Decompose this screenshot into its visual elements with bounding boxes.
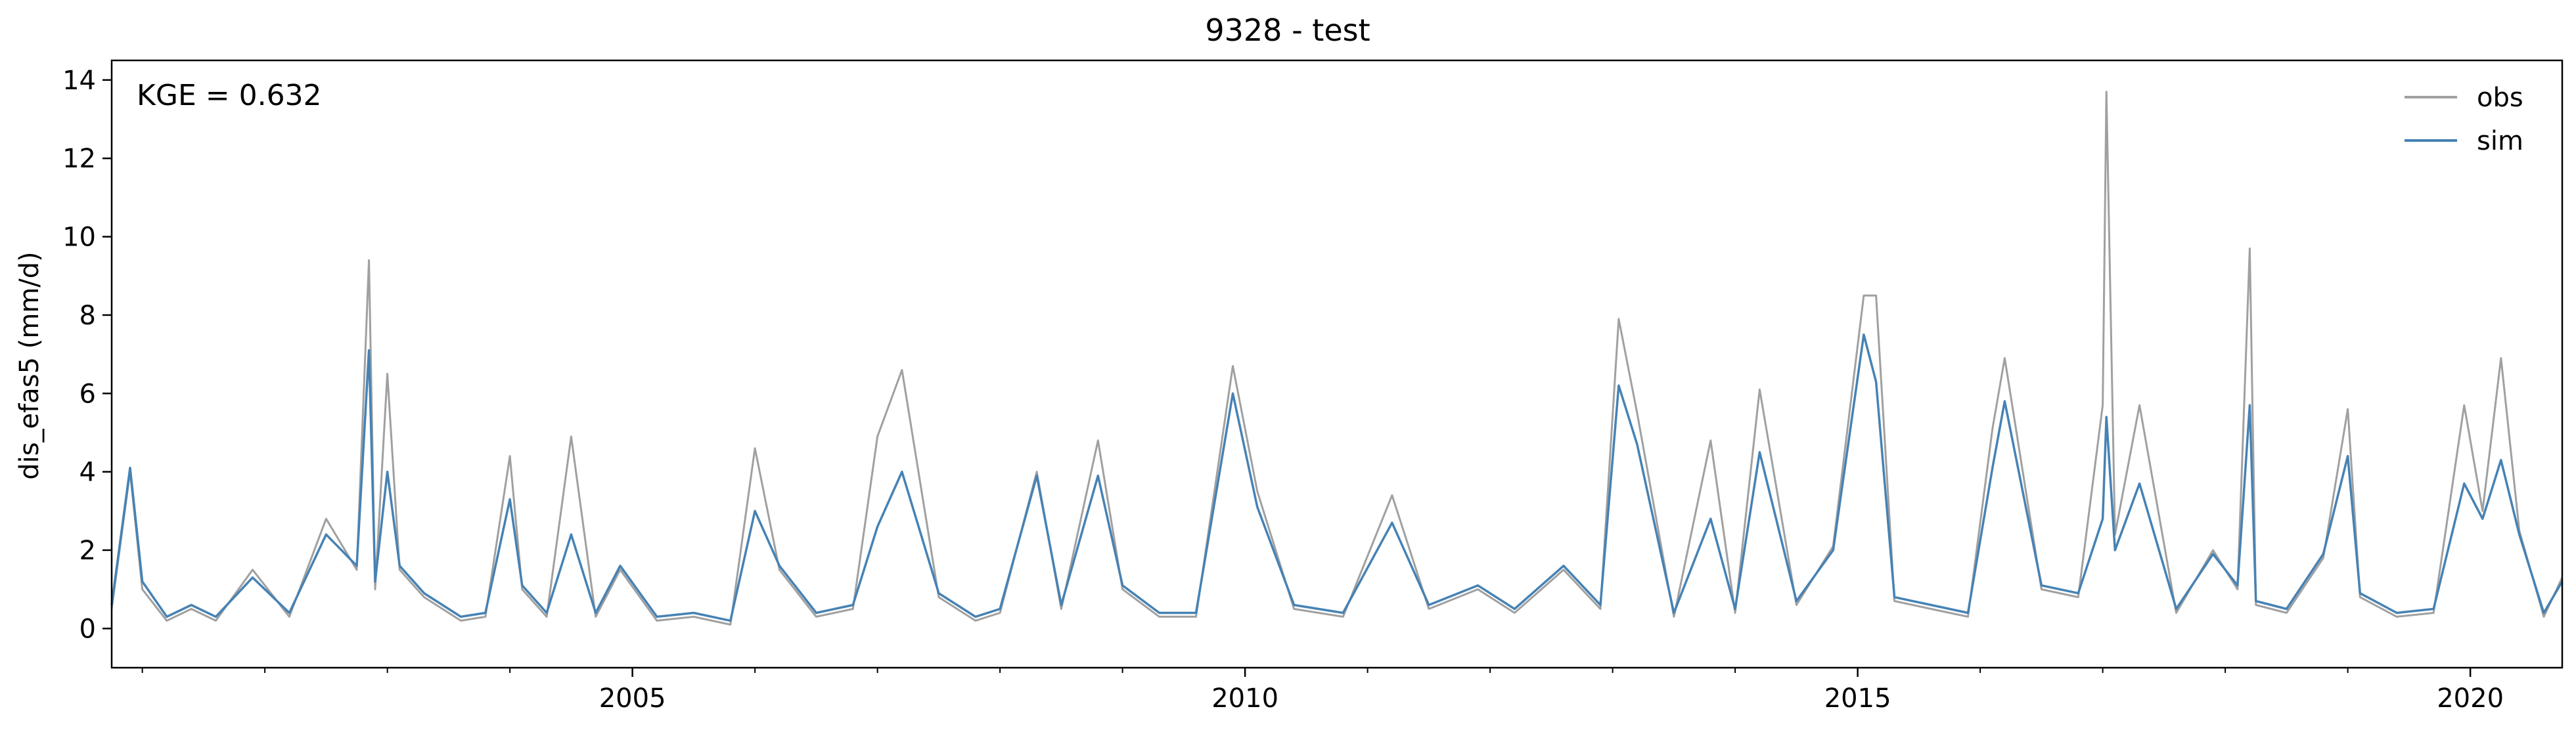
y-tick-label: 14 xyxy=(62,66,96,96)
y-axis-label: dis_efas5 (mm/d) xyxy=(14,251,45,480)
legend: obs sim xyxy=(2405,83,2523,156)
y-tick-label: 10 xyxy=(62,223,96,253)
chart-title: 9328 - test xyxy=(1205,12,1370,48)
y-tick-label: 12 xyxy=(62,144,96,174)
x-tick-label: 2005 xyxy=(599,683,666,714)
x-tick-label: 2010 xyxy=(1211,683,1278,714)
legend-label-sim: sim xyxy=(2477,126,2523,156)
y-axis: 0 2 4 6 8 10 12 14 xyxy=(62,66,112,644)
y-tick-label: 6 xyxy=(79,379,96,409)
x-tick-label: 2015 xyxy=(1824,683,1891,714)
series-line-sim xyxy=(110,333,2564,622)
legend-label-obs: obs xyxy=(2477,83,2523,113)
series-group xyxy=(110,91,2564,626)
x-axis: 2005 2010 2015 2020 xyxy=(141,668,2504,714)
axes-frame xyxy=(110,59,2564,669)
plot-area xyxy=(110,59,2564,669)
y-tick-label: 2 xyxy=(79,536,96,566)
y-tick-label: 4 xyxy=(79,458,96,488)
x-tick-label: 2020 xyxy=(2437,683,2504,714)
kge-annotation: KGE = 0.632 xyxy=(137,79,322,112)
y-tick-label: 8 xyxy=(79,301,96,331)
y-tick-label: 0 xyxy=(79,614,96,644)
